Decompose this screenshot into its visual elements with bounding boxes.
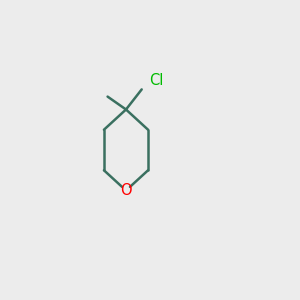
Text: Cl: Cl [149,73,163,88]
Text: O: O [120,183,132,198]
